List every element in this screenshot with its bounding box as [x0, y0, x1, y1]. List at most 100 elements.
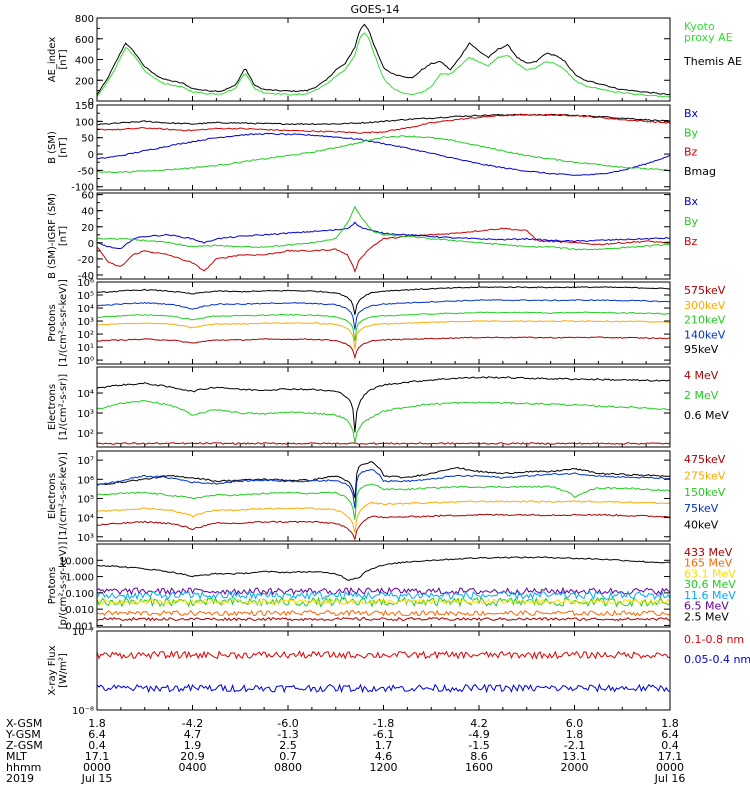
legend-protons_low-0-0: 575keV [684, 284, 726, 297]
xrow-value-0-1: -4.2 [182, 717, 203, 730]
series-electrons_low-475kev [97, 513, 670, 541]
ylabel-protons_high-0: Protons [47, 567, 58, 604]
legend-xray-1-0: 0.05-0.4 nm [684, 653, 750, 666]
xrow-value-1-3: -6.1 [373, 728, 394, 741]
xrow-value-2-4: -1.5 [468, 739, 489, 752]
panel-electrons_high: 10² 10³ 10⁴ Electrons [1/(cm²-s-sr)] 4 MeV 2 M… [47, 366, 729, 448]
xrow-label-0: X-GSM [6, 717, 42, 730]
xrow-value-1-6: 6.4 [661, 728, 679, 741]
ylabel-protons_low-0: Protons [47, 304, 58, 341]
ytick-label-protons_high-1: 0.010 [65, 605, 94, 616]
xrow-value-0-4: 4.2 [470, 717, 488, 730]
ytick-label-db-1: -20 [78, 255, 94, 266]
legend-electrons_low-0-0: 475keV [684, 453, 726, 466]
series-xray-0-1-0-8-nm [97, 650, 670, 660]
series-db-by [97, 205, 670, 251]
legend-electrons_low-2-0: 150keV [684, 486, 726, 499]
series-electrons_low-75kev [97, 469, 670, 509]
ytick-label-protons_low-2: 10² [77, 330, 94, 341]
ylabel-protons_low-1: [1/(cm²-s-sr-keV)] [58, 279, 69, 367]
series-protons_high-63-1-mev [97, 598, 670, 606]
legend-ae-0-1: proxy AE [684, 31, 733, 44]
series-group-db [97, 205, 670, 273]
xrow-value-4-5: 2000 [561, 761, 589, 774]
series-group-electrons_low [97, 461, 670, 541]
xrow-value-1-1: 4.7 [184, 728, 202, 741]
xrow-value-2-6: 0.4 [661, 739, 679, 752]
series-electrons_high-0-6-mev [97, 376, 670, 433]
legend-protons_high-4-0: 11.6 MeV [684, 589, 736, 602]
ytick-label-b-5: 150 [75, 101, 94, 112]
series-group-protons_low [97, 286, 670, 360]
legend-b-0-0: Bx [684, 107, 699, 120]
ytick-label-db-0: -40 [78, 271, 94, 282]
legend-electrons_low-4-0: 40keV [684, 519, 719, 532]
panel-frame-xray [96, 630, 671, 711]
legend-protons_high-0-0: 433 MeV [684, 546, 733, 559]
xrow-value-4-0: 0000 [83, 761, 111, 774]
xrow-value-4-2: 0800 [274, 761, 302, 774]
series-protons_high-433-mev [97, 616, 670, 622]
ylabel-db-1: [nT] [58, 226, 69, 246]
ytick-label-db-4: 40 [81, 207, 94, 218]
legend-electrons_low-3-0: 75keV [684, 502, 719, 515]
ytick-label-db-2: 0 [88, 239, 94, 250]
ytick-label-electrons_low-3: 10⁶ [77, 475, 94, 486]
legend-b-3-0: Bmag [684, 165, 716, 178]
legend-electrons_high-0-0: 4 MeV [684, 369, 719, 382]
series-protons_low-575kev [97, 336, 670, 360]
xrow-label-5: 2019 [6, 772, 34, 785]
ytick-label-electrons_low-4: 10⁷ [77, 456, 94, 467]
series-electrons_high-2-mev [97, 400, 670, 443]
legend-db-1-0: By [684, 215, 699, 228]
ylabel-b-0: B (SM) [47, 131, 58, 164]
series-db-bx [97, 221, 670, 249]
ylabel-protons_high-1: [p/(cm²-s-sr-keV)] [58, 542, 69, 630]
ytick-label-ae-0: 0 [88, 97, 94, 108]
ytick-label-xray-0: 10⁻⁸ [72, 706, 94, 717]
series-b-by [97, 135, 670, 173]
ytick-label-electrons_low-0: 10³ [77, 533, 94, 544]
series-group-xray [97, 650, 670, 694]
xrow-value-2-3: 1.7 [375, 739, 393, 752]
ylabel-xray-0: X-ray Flux [47, 645, 58, 695]
ytick-label-electrons_low-1: 10⁴ [77, 514, 94, 525]
series-group-b [97, 113, 670, 176]
ylabel-electrons_high-1: [1/(cm²-s-sr)] [58, 374, 69, 440]
xrow-value-2-5: -2.1 [564, 739, 585, 752]
xrow-value-2-2: 2.5 [279, 739, 297, 752]
ytick-label-b-0: -100 [71, 183, 94, 194]
series-electrons_low-150kev [97, 483, 670, 520]
xrow-value-0-3: -1.8 [373, 717, 394, 730]
series-group-protons_high [97, 556, 670, 622]
ytick-label-b-2: 0 [88, 150, 94, 161]
ytick-label-db-5: 60 [81, 191, 94, 202]
xrow-value-0-6: 1.8 [661, 717, 679, 730]
xrow-value-4-6: 0000 [656, 761, 684, 774]
series-ae-kyoto-proxy-ae [97, 32, 670, 98]
panel-db: -40 -20 0 20 40 60 B (SM)-IGRF (SM) [nT] Bx By Bz [47, 191, 699, 282]
xrow-value-2-0: 0.4 [88, 739, 106, 752]
legend-db-2-0: Bz [684, 235, 698, 248]
ytick-label-ae-2: 400 [75, 56, 94, 67]
series-protons_high-6-5-mev [97, 586, 670, 596]
series-b-bz [97, 113, 670, 134]
series-group-ae [97, 23, 670, 98]
ytick-label-b-1: -50 [78, 166, 94, 177]
ylabel-electrons_low-0: Electrons [47, 473, 58, 519]
ytick-label-electrons_high-1: 10³ [77, 409, 94, 420]
ylabel-ae-0: AE_index [47, 37, 58, 83]
series-electrons_low-275kev [97, 500, 670, 533]
xrow-value-5-0: Jul 15 [81, 772, 113, 785]
series-protons_low-210kev [97, 311, 670, 342]
series-ae-themis-ae [97, 23, 670, 96]
ytick-label-protons_high-2: 0.100 [65, 589, 94, 600]
panel-xray: 10⁻⁸ 10⁻⁷ X-ray Flux [W/m²] 0.1-0.8 nm 0.05-0… [47, 627, 750, 717]
ytick-label-protons_high-0: 0.001 [65, 621, 94, 632]
panel-frame-b [96, 104, 671, 191]
panel-frame-ae [96, 17, 671, 102]
ytick-label-electrons_high-0: 10² [77, 429, 94, 440]
